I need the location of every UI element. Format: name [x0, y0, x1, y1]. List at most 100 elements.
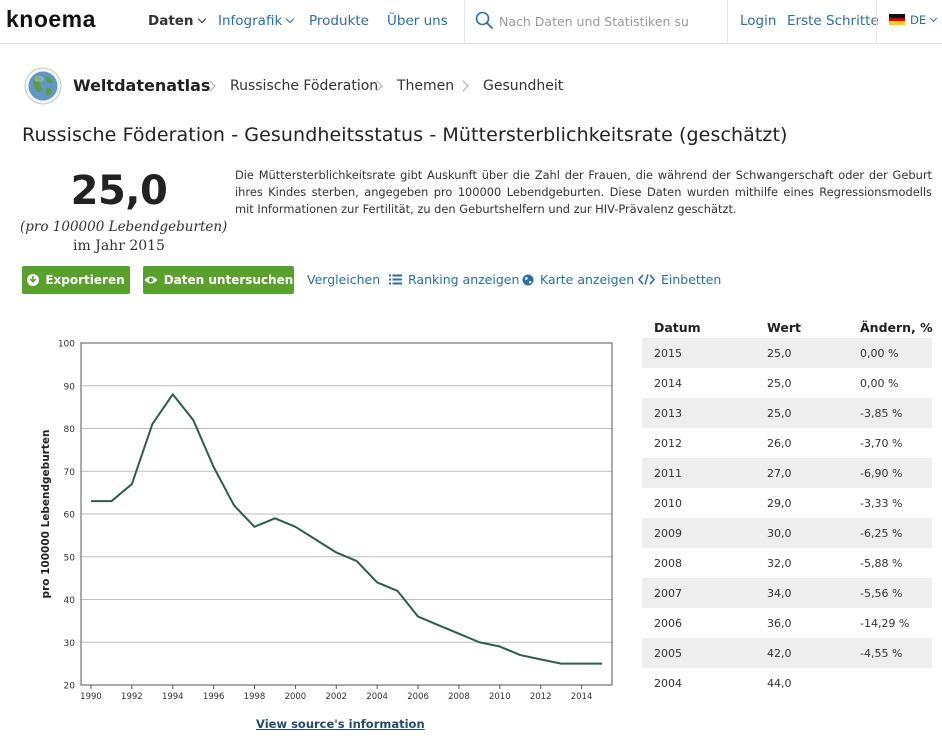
x-tick-label: 2002 [325, 692, 347, 702]
cell-aendern: -3,33 % [860, 497, 903, 510]
y-tick-label: 30 [64, 639, 76, 649]
cell-datum: 2007 [654, 587, 682, 600]
x-tick-label: 2000 [285, 692, 307, 702]
nav-item-infografik[interactable]: Infografik [218, 13, 295, 29]
cell-datum: 2015 [654, 347, 682, 360]
embed-link-label: Einbetten [661, 272, 722, 287]
search-icon[interactable] [475, 11, 493, 29]
breadcrumb-separator-icon [457, 80, 469, 92]
nav-item-produkte[interactable]: Produkte [309, 13, 369, 29]
kpi-value: 25,0 [70, 168, 168, 214]
knoema-logo[interactable]: knoema [6, 6, 96, 32]
export-button-label: Exportieren [45, 273, 125, 287]
table-row: 2006 36,0 -14,29 % [642, 608, 932, 638]
cell-datum: 2005 [654, 647, 682, 660]
chevron-down-icon [197, 14, 206, 24]
ranking-link[interactable]: Ranking anzeigen [389, 272, 519, 287]
table-row: 2009 30,0 -6,25 % [642, 518, 932, 548]
table-row: 2008 32,0 -5,88 % [642, 548, 932, 578]
indicator-description: Die Müttersterblichkeitsrate gibt Auskun… [235, 168, 932, 216]
embed-link[interactable]: Einbetten [638, 272, 721, 287]
cell-datum: 2009 [654, 527, 682, 540]
table-row: 2015 25,0 0,00 % [642, 338, 932, 368]
breadcrumb-root[interactable]: Weltdatenatlas [73, 76, 211, 95]
cell-aendern: -14,29 % [860, 617, 910, 630]
view-source-link[interactable]: View source's information [256, 717, 425, 731]
x-tick-label: 2012 [530, 692, 552, 702]
cell-wert: 34,0 [767, 587, 792, 600]
language-selector[interactable]: DE [876, 0, 942, 44]
y-tick-label: 40 [64, 596, 76, 606]
cell-datum: 2012 [654, 437, 682, 450]
x-tick-label: 1998 [244, 692, 266, 702]
cell-wert: 25,0 [767, 377, 792, 390]
page-title: Russische Föderation - Gesundheitsstatus… [22, 124, 788, 146]
language-label: DE [910, 13, 927, 27]
cell-aendern: 0,00 % [860, 347, 899, 360]
login-link[interactable]: Login [740, 13, 777, 29]
x-tick-label: 1994 [162, 692, 184, 702]
code-icon [638, 274, 655, 285]
export-button[interactable]: Exportieren [22, 266, 130, 294]
cell-aendern: -3,85 % [860, 407, 903, 420]
download-circle-icon [27, 274, 40, 286]
cell-wert: 25,0 [767, 347, 792, 360]
breadcrumb-item-gesundheit[interactable]: Gesundheit [483, 78, 564, 94]
cell-wert: 44,0 [767, 677, 792, 690]
y-tick-label: 70 [64, 468, 76, 478]
x-tick-label: 1990 [80, 692, 102, 702]
cell-datum: 2010 [654, 497, 682, 510]
breadcrumb-item-country[interactable]: Russische Föderation [230, 78, 379, 94]
column-header-aendern[interactable]: Ändern, % [860, 320, 933, 335]
cell-aendern: 0,00 % [860, 377, 899, 390]
cell-wert: 27,0 [767, 467, 792, 480]
breadcrumb-item-themen[interactable]: Themen [397, 78, 455, 94]
y-tick-label: 20 [64, 682, 76, 692]
cell-datum: 2014 [654, 377, 682, 390]
x-tick-label: 2004 [366, 692, 388, 702]
cell-datum: 2011 [654, 467, 682, 480]
cell-aendern: -3,70 % [860, 437, 903, 450]
nav-item-label: Daten [148, 13, 194, 29]
cell-wert: 42,0 [767, 647, 792, 660]
search-input[interactable] [499, 11, 723, 31]
first-steps-link[interactable]: Erste Schritte [787, 13, 879, 29]
eye-icon [144, 276, 158, 284]
table-row: 2004 44,0 [642, 668, 932, 698]
table-row: 2005 42,0 -4,55 % [642, 638, 932, 668]
nav-item-label: Infografik [218, 13, 283, 29]
x-tick-label: 1992 [121, 692, 143, 702]
german-flag-icon [889, 14, 905, 26]
column-header-datum[interactable]: Datum [654, 320, 701, 335]
table-row: 2013 25,0 -3,85 % [642, 398, 932, 428]
nav-item-daten[interactable]: Daten [148, 13, 206, 29]
cell-wert: 32,0 [767, 557, 792, 570]
explore-data-button[interactable]: Daten untersuchen [143, 266, 294, 294]
chevron-down-icon [929, 14, 938, 23]
y-tick-label: 100 [58, 340, 75, 350]
column-header-wert[interactable]: Wert [767, 320, 801, 335]
cell-wert: 36,0 [767, 617, 792, 630]
list-icon [389, 274, 402, 285]
kpi-unit: (pro 100000 Lebendgeburten) [20, 219, 228, 235]
cell-aendern: -4,55 % [860, 647, 903, 660]
map-link[interactable]: Karte anzeigen [522, 272, 634, 287]
compare-link[interactable]: Vergleichen [307, 272, 381, 287]
cell-aendern: -6,90 % [860, 467, 903, 480]
x-tick-label: 1996 [203, 692, 225, 702]
y-axis-label: pro 100000 Lebendgeburten [40, 430, 52, 599]
data-table: Datum Wert Ändern, % 2015 25,0 0,00 % 2014 2… [642, 316, 933, 698]
table-header: Datum Wert Ändern, % [642, 316, 933, 338]
cell-aendern: -5,56 % [860, 587, 903, 600]
x-tick-label: 2008 [448, 692, 470, 702]
cell-datum: 2008 [654, 557, 682, 570]
x-tick-label: 2006 [407, 692, 429, 702]
cell-wert: 29,0 [767, 497, 792, 510]
y-tick-label: 90 [64, 382, 76, 392]
table-row: 2007 34,0 -5,56 % [642, 578, 932, 608]
cell-aendern: -6,25 % [860, 527, 903, 540]
nav-item-ueber-uns[interactable]: Über uns [387, 13, 448, 29]
cell-wert: 30,0 [767, 527, 792, 540]
y-tick-label: 60 [64, 511, 76, 521]
table-row: 2014 25,0 0,00 % [642, 368, 932, 398]
